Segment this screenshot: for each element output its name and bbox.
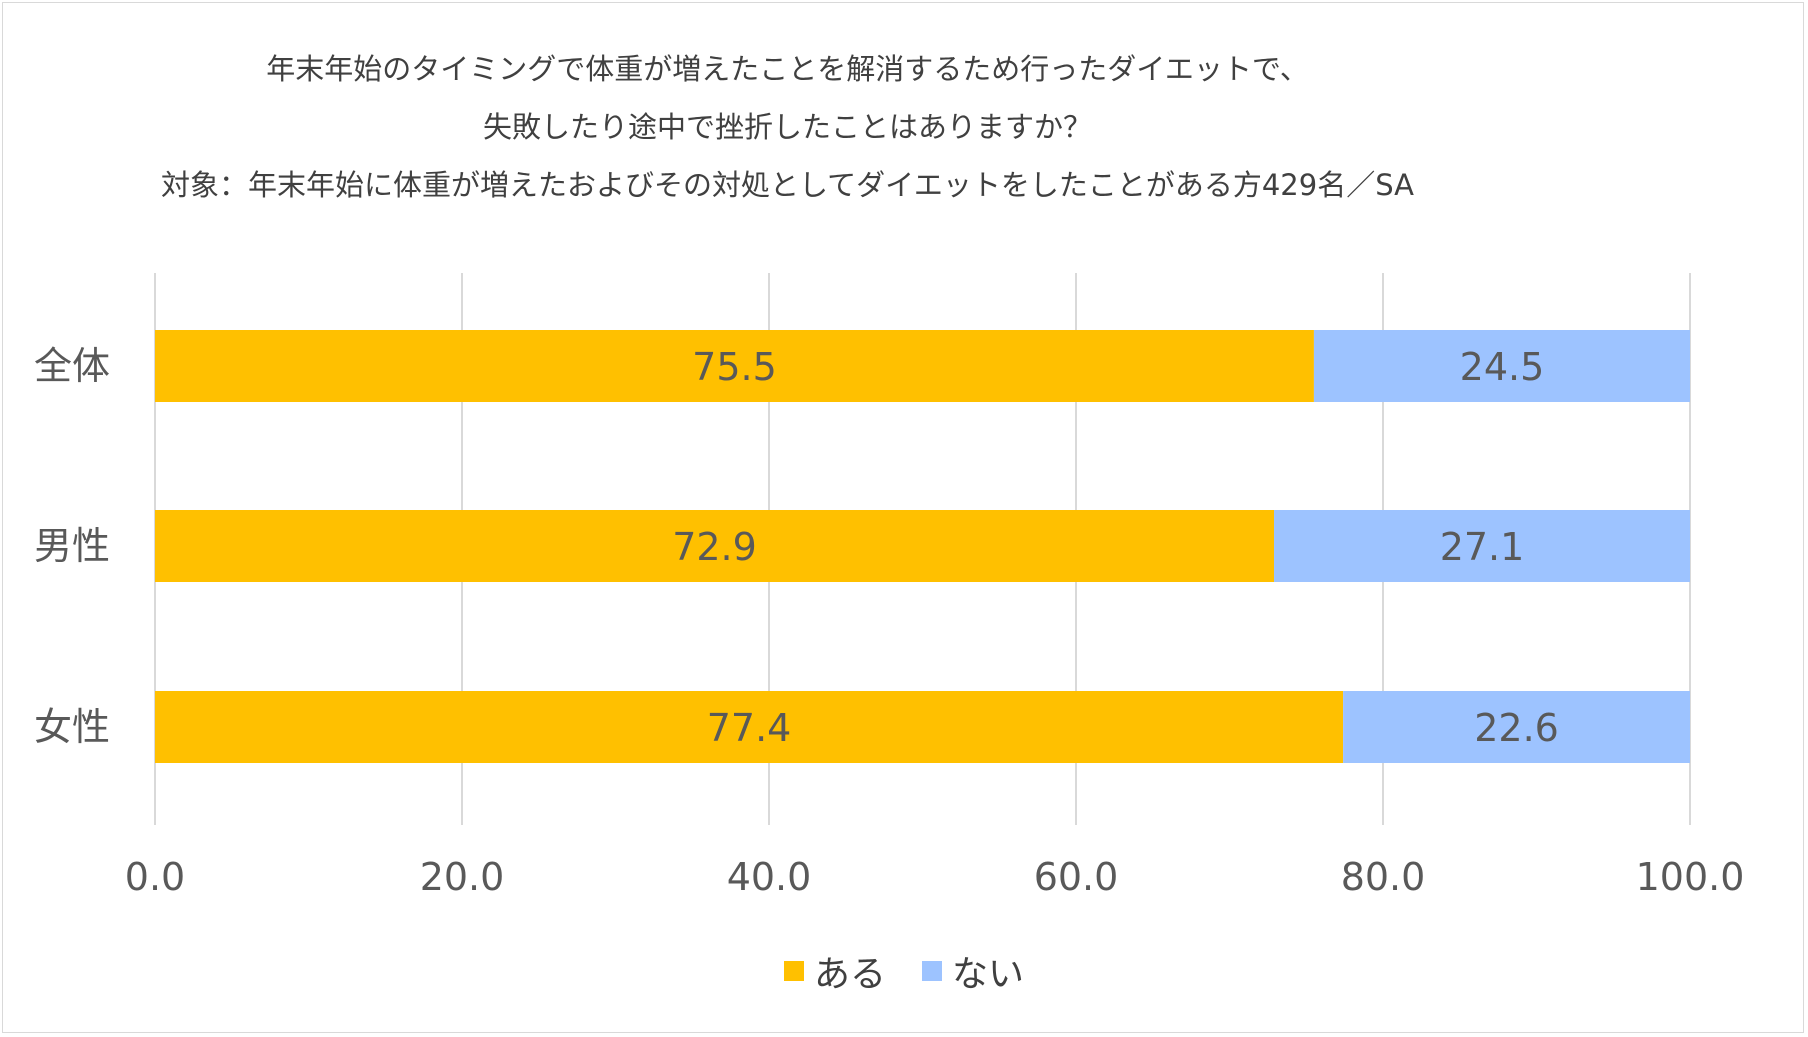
category-label: 全体 bbox=[34, 344, 110, 388]
data-label: 77.4 bbox=[707, 706, 792, 750]
legend-item-aru: ある bbox=[783, 945, 886, 997]
legend-item-nai: ない bbox=[922, 945, 1024, 997]
legend-label-nai: ない bbox=[952, 954, 1025, 995]
bar-segment bbox=[1313, 330, 1690, 402]
legend-swatch-nai bbox=[922, 961, 942, 981]
x-tick-label: 80.0 bbox=[1341, 855, 1426, 899]
legend-swatch-aru bbox=[783, 961, 804, 981]
data-label: 24.5 bbox=[1460, 345, 1545, 389]
category-label: 男性 bbox=[34, 524, 110, 568]
data-label: 22.6 bbox=[1474, 706, 1559, 750]
bar-segment bbox=[155, 330, 1314, 402]
x-tick-label: 100.0 bbox=[1636, 855, 1745, 899]
bar-segment bbox=[155, 691, 1344, 763]
x-tick-label: 60.0 bbox=[1034, 855, 1119, 899]
title-line-3: 対象：年末年始に体重が増えたおよびその対処としてダイエットをしたことがある方42… bbox=[161, 168, 1414, 202]
bar-segment bbox=[1274, 510, 1690, 582]
title-line-2: 失敗したり途中で挫折したことはありますか？ bbox=[482, 110, 1092, 144]
x-tick-label: 0.0 bbox=[125, 855, 185, 899]
title-line-1: 年末年始のタイミングで体重が増えたことを解消するため行ったダイエットで、 bbox=[266, 52, 1309, 86]
data-label: 27.1 bbox=[1440, 525, 1525, 569]
legend: ある ない bbox=[0, 945, 1808, 997]
x-tick-label: 20.0 bbox=[420, 855, 505, 899]
bar-segment bbox=[155, 510, 1275, 582]
x-tick-label: 40.0 bbox=[727, 855, 812, 899]
data-label: 72.9 bbox=[672, 525, 757, 569]
category-label: 女性 bbox=[34, 705, 110, 749]
data-label: 75.5 bbox=[692, 345, 777, 389]
bar-segment bbox=[1343, 691, 1690, 763]
chart-title: 年末年始のタイミングで体重が増えたことを解消するため行ったダイエットで、 失敗し… bbox=[0, 40, 1575, 214]
legend-label-aru: ある bbox=[813, 954, 886, 995]
